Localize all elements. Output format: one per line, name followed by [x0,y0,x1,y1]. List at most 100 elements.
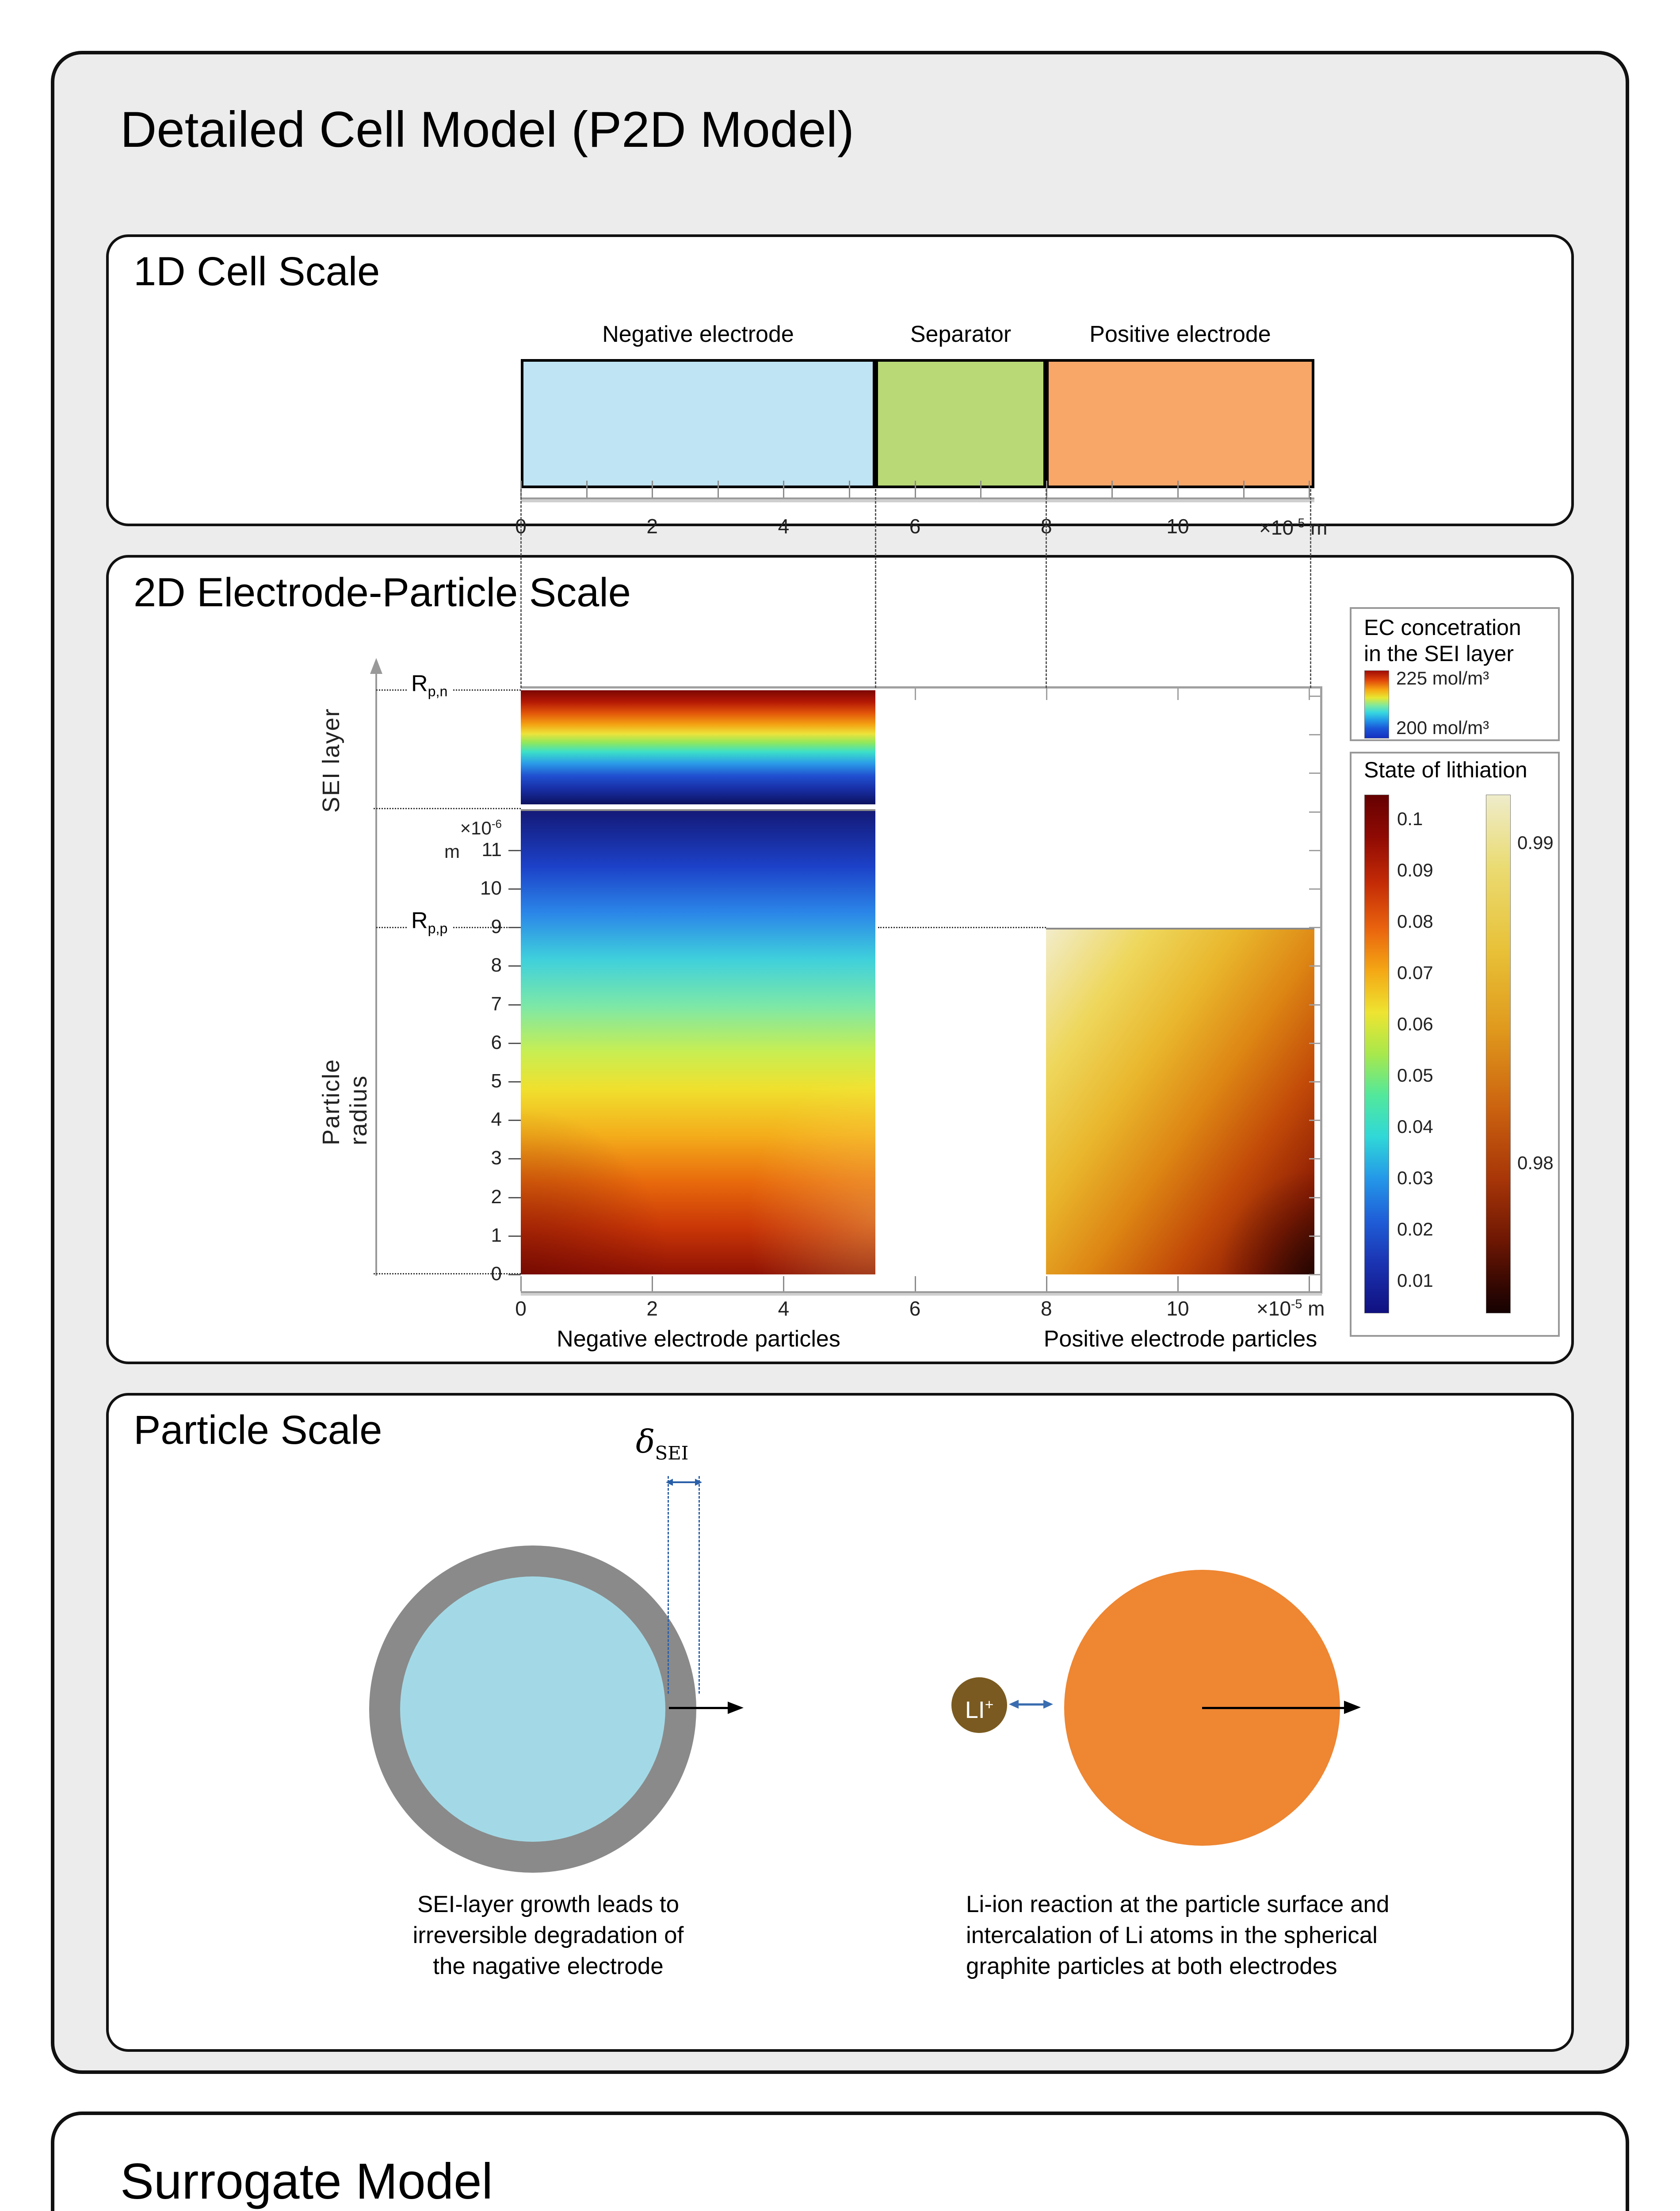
legend-sol-left-tick-label: 0.1 [1397,808,1423,829]
positive-electrode-region [1046,359,1314,488]
p1-axis-ruler [521,497,1314,502]
li-exchange-arrow-left [1009,1700,1019,1709]
p2-right-ruler-tick [1309,1081,1320,1083]
p2-xaxis-tick [520,1276,522,1291]
caption-sei-growth: SEI-layer growth leads to irreversible d… [412,1891,684,1979]
p2-yaxis-tick-label: 5 [491,1070,502,1092]
zero-dotted-line [374,1273,521,1274]
legend-sol-title: State of lithiation [1364,757,1527,782]
p2-yaxis-tick-label: 10 [480,877,502,899]
p2-right-ruler-tick [1309,1042,1320,1044]
delta-sei-label: δSEI [636,1423,689,1464]
p2-xaxis-tick-label: 2 [646,1297,658,1320]
p2-xaxis-tick [1177,1276,1179,1291]
p2-xaxis-ruler [521,1291,1322,1296]
p2-yaxis-tick [508,1120,521,1121]
p2-xaxis-tick-label: 0 [515,1297,527,1320]
p2-yaxis-tick-label: 8 [491,954,502,976]
p1-axis-tick [980,481,982,497]
p2-right-ruler-tick [1309,888,1320,890]
legend-sol-left-tick-label: 0.06 [1397,1014,1433,1034]
p2-yaxis-tick-label: 0 [491,1263,502,1285]
p2-yaxis-tick-label: 6 [491,1031,502,1053]
p1-axis-tick [586,481,588,497]
negative-electrode-region [521,359,875,488]
p1-axis-tick [652,481,653,497]
legend-sol-left-tick-label: 0.05 [1397,1065,1433,1086]
p2-right-ruler-tick [1309,1197,1320,1198]
scale-connector-dashed-line [1310,489,1311,688]
p2-xaxis-tick-label: 4 [778,1297,790,1320]
p2-right-ruler [1320,686,1322,1294]
p1-axis-tick-label: 2 [646,515,658,538]
label-positive-electrode: Positive electrode [1089,321,1271,347]
separator-region [875,359,1046,488]
label-separator: Separator [910,321,1012,347]
p2-xaxis-tick [1046,1276,1047,1291]
p1-axis-tick [1243,481,1245,497]
panel3-title: Particle Scale [134,1408,382,1453]
p1-axis-unit: ×10-5 m [1259,516,1328,539]
axis-label-sei-layer: SEI layer [318,708,344,813]
p1-axis-tick-label: 10 [1166,515,1189,538]
legend-ec-colorbar [1364,670,1389,738]
p1-axis-tick [717,481,719,497]
negative-particle-core [400,1576,665,1842]
p2-xaxis-tick [914,1276,916,1291]
p2-right-ruler-tick [1309,849,1320,851]
scale-connector-dashed-line [1046,489,1047,688]
p2-yaxis-tick [508,1042,521,1044]
delta-sei-dashed-right [699,1476,700,1694]
legend-sol-left-tick-label: 0.07 [1397,962,1433,983]
scale-connector-dashed-line [520,489,522,688]
sei-boundary-dotted-line [374,808,521,809]
panel-surrogate-model [51,2112,1629,2211]
sei-growth-arrowhead [728,1702,744,1714]
p2-xaxis-tick [1309,1276,1310,1291]
legend-sol-right-colorbar [1486,795,1511,1313]
label-negative-electrode: Negative electrode [602,321,794,347]
p2-right-ruler-tick [1309,696,1320,697]
p2-top-ruler [521,686,1322,689]
p2-yaxis-tick [508,1274,521,1275]
legend-sol-left-tick-label: 0.09 [1397,860,1433,880]
p2-top-ruler-tick [914,689,916,700]
p2-left-axis-arrowhead [370,658,382,674]
p2-top-ruler-tick [1309,689,1310,700]
p2-xaxis-tick [652,1276,653,1291]
p2-yaxis-tick [508,965,521,967]
sei-growth-arrow-line [669,1707,729,1709]
p2-xaxis-tick-label: 8 [1041,1297,1052,1320]
xlabel-negative-particles: Negative electrode particles [557,1326,840,1352]
p2-yaxis-tick [508,1081,521,1083]
p2-xaxis-tick-label: 10 [1166,1297,1189,1320]
p2-top-ruler-tick [1177,689,1179,700]
main-title: Detailed Cell Model (P2D Model) [120,102,855,158]
p1-axis-tick [1111,481,1113,497]
delta-sei-bracket [670,1481,698,1483]
p2-yaxis-tick [508,888,521,890]
p2-yaxis-tick [508,1235,521,1237]
rpp-label: Rp,p [407,907,452,937]
surrogate-title: Surrogate Model [120,2154,493,2210]
p2-yaxis-tick-label: 11 [481,838,502,861]
p2-yaxis-unit-m: m [444,841,460,862]
li-exchange-arrow-line [1018,1703,1044,1706]
negative-particle-heatmap [521,809,875,1274]
axis-label-particle-radius: Particle radius [318,1058,372,1145]
p2-xaxis-tick [783,1276,785,1291]
caption-li-reaction: Li-ion reaction at the particle surface … [966,1891,1390,1979]
p2-yaxis-tick [508,849,521,851]
p2-left-axis [375,673,377,1276]
p1-axis-tick [783,481,785,497]
p2-right-ruler-tick [1309,1120,1320,1121]
p2-right-ruler-tick [1309,1004,1320,1006]
p2-xaxis-unit: ×10-5 m [1256,1297,1325,1320]
p1-axis-tick-label: 6 [909,515,921,538]
p2-right-ruler-tick [1309,927,1320,929]
p2-right-ruler-tick [1309,734,1320,736]
legend-sol-left-tick-label: 0.02 [1397,1219,1433,1239]
delta-bracket-arrow-right [695,1479,702,1486]
p2-right-ruler-tick [1309,1235,1320,1237]
